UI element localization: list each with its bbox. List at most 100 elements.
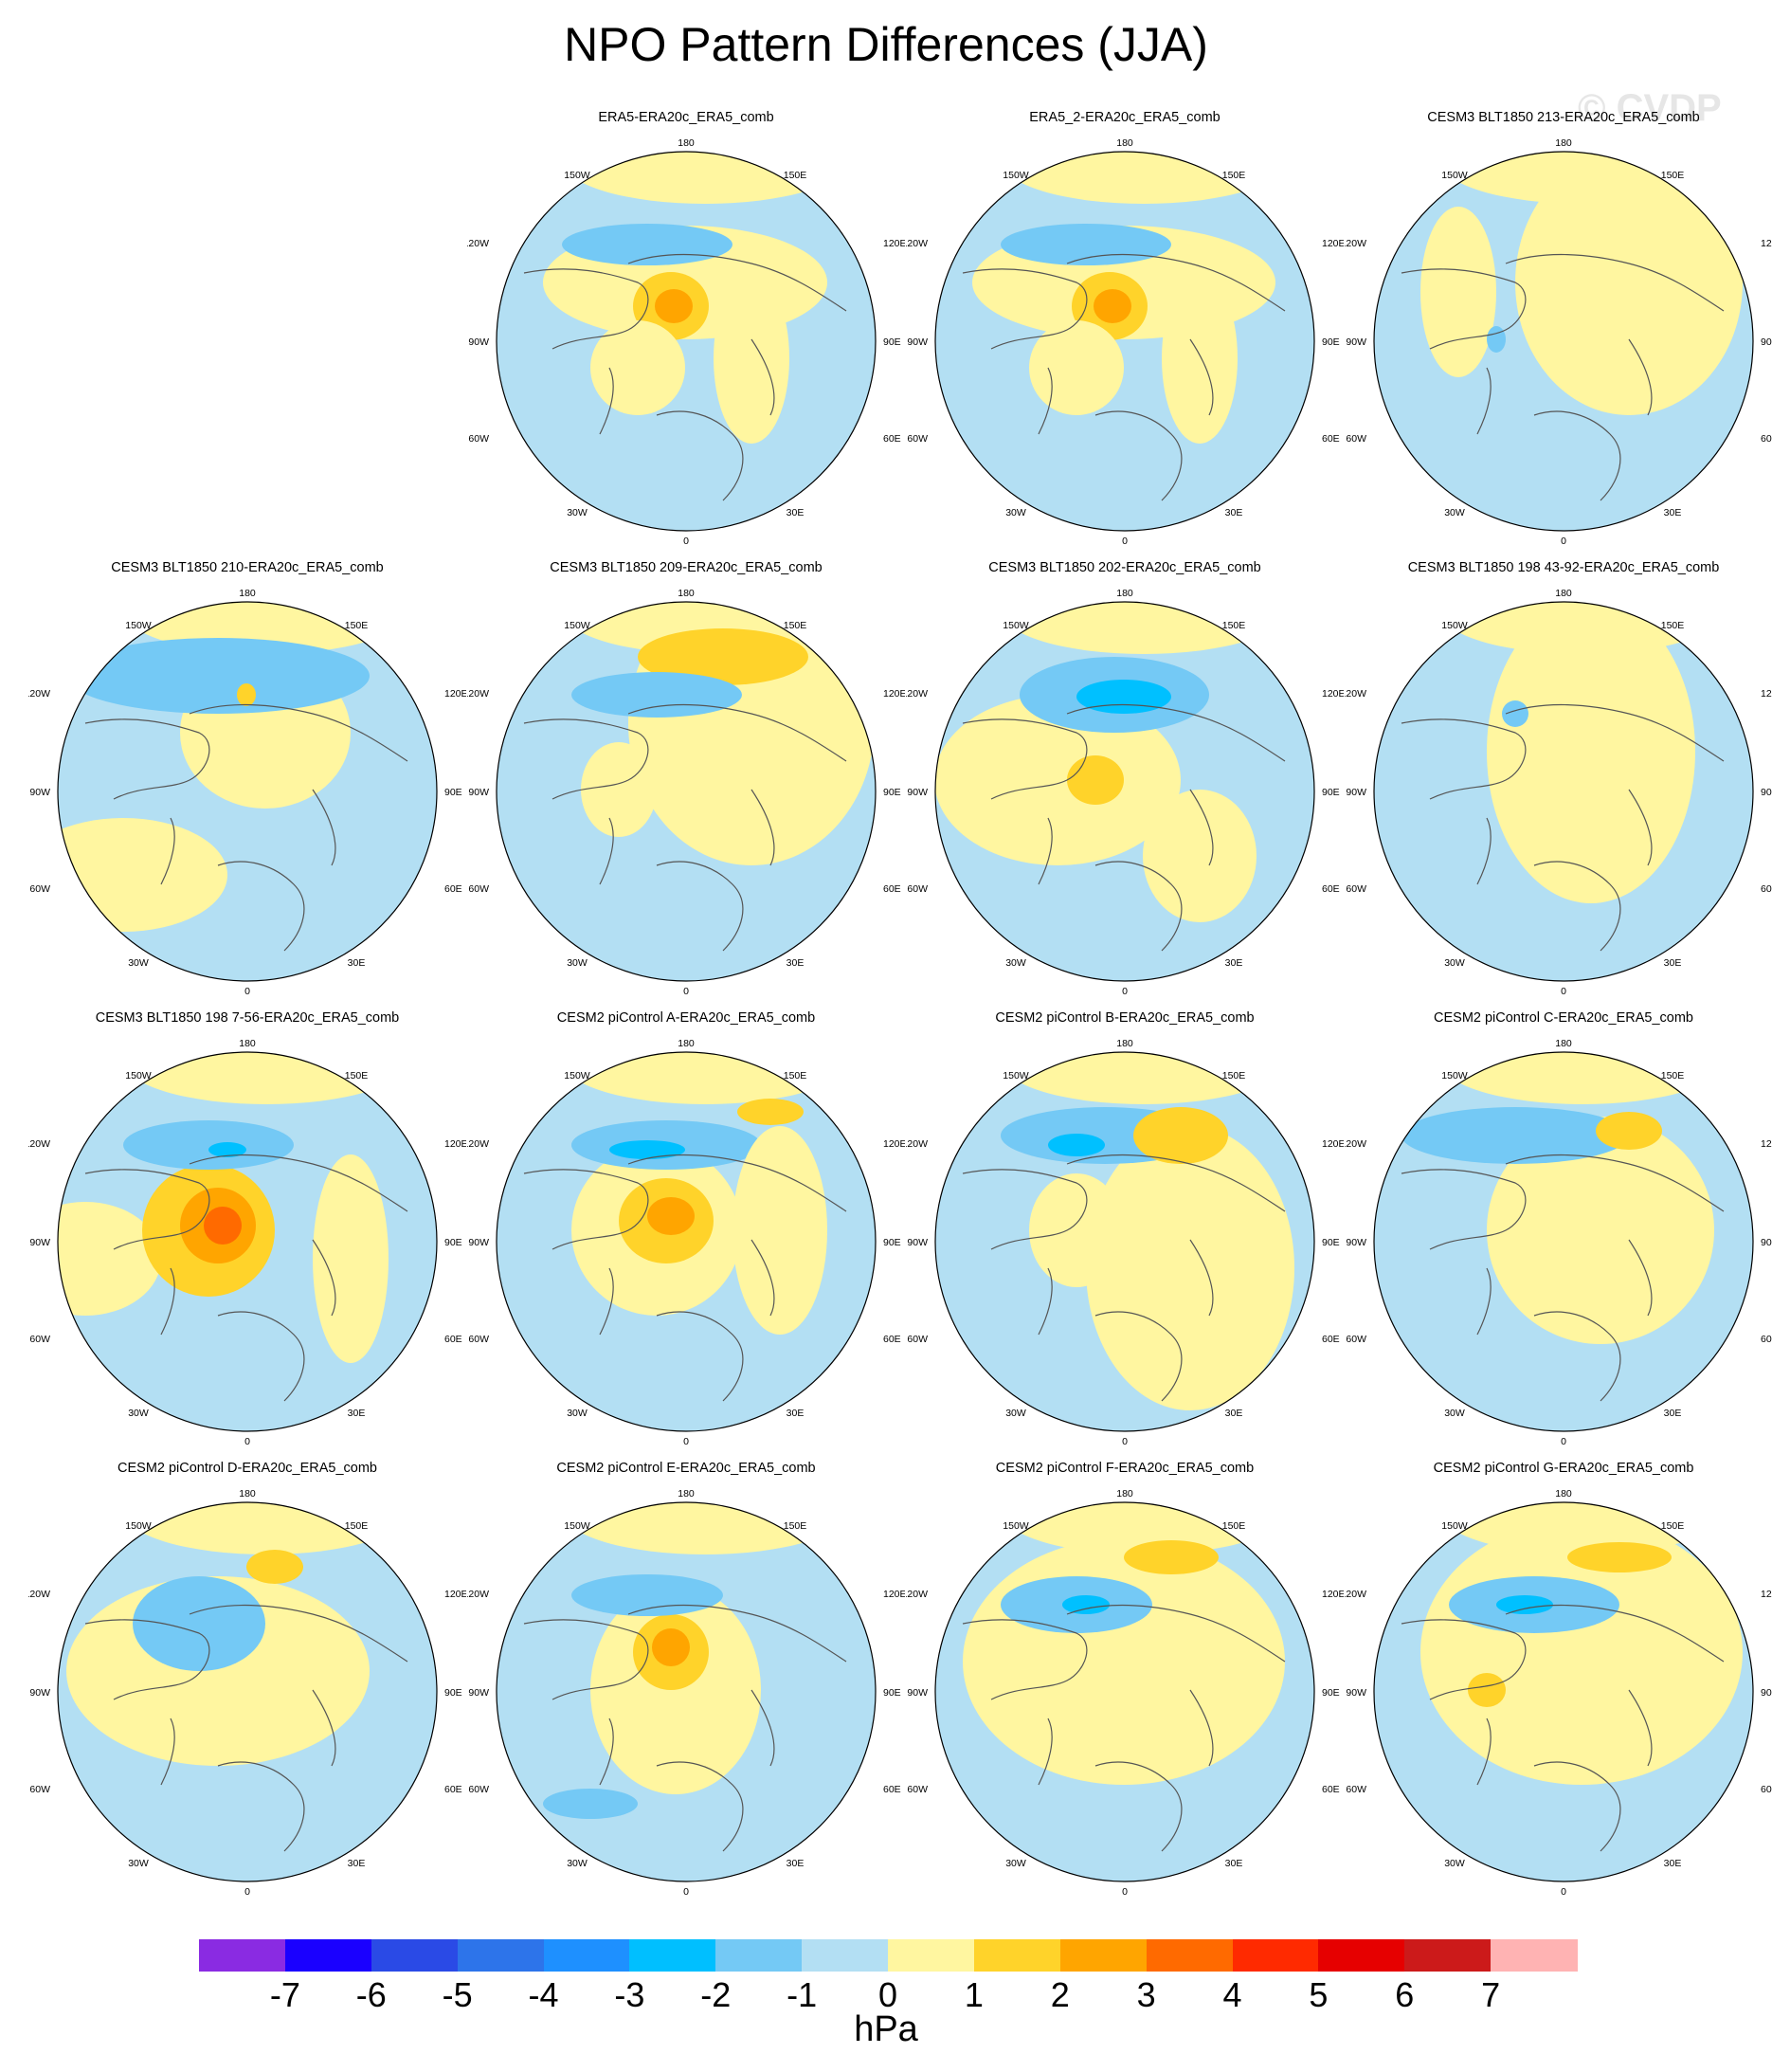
- longitude-label: 30W: [567, 957, 588, 969]
- colorbar-tick-label: 6: [1395, 1975, 1415, 2014]
- map-border: [934, 1501, 1315, 1882]
- longitude-label: 60E: [883, 883, 901, 895]
- polar-map: 180 150W 150E 120W 120E 90W 90E 60W 60E 30W 30E 0: [28, 1038, 466, 1447]
- anomaly-region: [638, 628, 808, 685]
- colorbar-tick-label: -6: [355, 1975, 387, 2014]
- longitude-label: 120E: [1761, 688, 1772, 700]
- panel-title: CESM2 piControl B-ERA20c_ERA5_comb: [995, 1010, 1255, 1026]
- longitude-label: 120W: [906, 1589, 928, 1600]
- panel-title: CESM2 piControl F-ERA20c_ERA5_comb: [995, 1461, 1255, 1476]
- longitude-label: 150E: [345, 620, 369, 631]
- longitude-label: 90E: [883, 1237, 901, 1248]
- longitude-label: 150W: [564, 1520, 590, 1532]
- longitude-label: 30E: [1664, 1858, 1682, 1869]
- anomaly-region: [313, 1154, 389, 1363]
- colorbar-tick-label: -3: [614, 1975, 645, 2014]
- longitude-label: 60E: [1322, 1334, 1340, 1345]
- anomaly-region: [1067, 755, 1124, 805]
- longitude-label: 0: [683, 536, 689, 547]
- map-background: [497, 152, 876, 531]
- watermark: © CVDP: [1578, 87, 1722, 129]
- longitude-label: 30E: [348, 1858, 366, 1869]
- anomaly-region: [1002, 1502, 1286, 1554]
- longitude-label: 0: [1122, 536, 1128, 547]
- longitude-label: 60E: [444, 883, 462, 895]
- longitude-label: 180: [678, 137, 695, 149]
- longitude-label: 120E: [1322, 1138, 1344, 1150]
- longitude-label: 60W: [1346, 883, 1366, 895]
- colorbar-tick-label: -4: [528, 1975, 559, 2014]
- longitude-label: 30E: [1225, 1858, 1243, 1869]
- map-border: [496, 1051, 877, 1432]
- coastline: [962, 1604, 1286, 1852]
- anomaly-region: [1502, 700, 1528, 727]
- colorbar-tick-label: 1: [964, 1975, 984, 2014]
- longitude-label: 180: [678, 1488, 695, 1499]
- longitude-label: 120E: [1761, 1589, 1772, 1600]
- anomaly-region: [133, 1576, 265, 1671]
- anomaly-region: [1048, 1134, 1105, 1156]
- longitude-label: 60W: [29, 1334, 50, 1345]
- longitude-label: 150W: [1441, 1070, 1468, 1081]
- longitude-label: 30W: [128, 1408, 149, 1419]
- longitude-label: 120W: [1345, 688, 1366, 700]
- coastline: [962, 253, 1286, 501]
- map-border: [57, 1501, 438, 1882]
- longitude-label: 60E: [883, 433, 901, 445]
- map-panel: CESM3 BLT1850 198 43-92-ERA20c_ERA5_comb…: [1345, 560, 1772, 1009]
- map-panel: CESM2 piControl E-ERA20c_ERA5_comb 180 150…: [467, 1461, 905, 1910]
- coastline: [1401, 253, 1725, 501]
- longitude-label: 60E: [1761, 1334, 1772, 1345]
- longitude-label: 150E: [1661, 170, 1685, 181]
- anomaly-region: [1086, 1126, 1294, 1410]
- page-title: NPO Pattern Differences (JJA): [564, 18, 1208, 71]
- map-border: [1373, 151, 1754, 532]
- longitude-label: 30E: [1664, 957, 1682, 969]
- polar-map: 180 150W 150E 120W 120E 90W 90E 60W 60E 30W 30E 0: [1345, 588, 1772, 997]
- longitude-label: 90E: [883, 1687, 901, 1699]
- colorbar-swatch: [1404, 1939, 1492, 1972]
- map-border: [496, 151, 877, 532]
- longitude-label: 120W: [1345, 1589, 1366, 1600]
- anomaly-region: [1401, 1107, 1629, 1164]
- anomaly-region: [1002, 152, 1286, 204]
- polar-map: 180 150W 150E 120W 120E 90W 90E 60W 60E 30W 30E 0: [906, 1488, 1344, 1898]
- longitude-label: 60E: [444, 1334, 462, 1345]
- colorbar-tick-label: 4: [1222, 1975, 1242, 2014]
- longitude-label: 150E: [784, 620, 807, 631]
- anomaly-region: [1133, 1107, 1228, 1164]
- coastline: [962, 1154, 1286, 1402]
- anomaly-region: [737, 1099, 804, 1125]
- longitude-label: 60W: [29, 883, 50, 895]
- longitude-label: 150E: [784, 1520, 807, 1532]
- longitude-label: 30E: [1225, 1408, 1243, 1419]
- longitude-label: 30E: [348, 1408, 366, 1419]
- longitude-label: 90W: [29, 787, 50, 798]
- anomaly-region: [1029, 320, 1124, 415]
- anomaly-region: [628, 602, 875, 865]
- anomaly-region: [935, 695, 1181, 865]
- longitude-label: 120W: [28, 688, 50, 700]
- longitude-label: 0: [1122, 1436, 1128, 1447]
- coastline: [1401, 1154, 1725, 1402]
- anomaly-region: [590, 320, 685, 415]
- colorbar-swatch: [1491, 1939, 1578, 1972]
- anomaly-region: [571, 672, 742, 718]
- anomaly-region: [563, 152, 847, 204]
- longitude-label: 120W: [1345, 1138, 1366, 1150]
- colorbar-tick-label: -2: [700, 1975, 732, 2014]
- colorbar-swatch: [1232, 1939, 1319, 1972]
- coastline: [1401, 1604, 1725, 1852]
- map-border: [57, 601, 438, 982]
- longitude-label: 120W: [906, 238, 928, 249]
- anomaly-region: [1076, 680, 1171, 714]
- longitude-label: 180: [1555, 1038, 1572, 1049]
- map-panel: CESM2 piControl B-ERA20c_ERA5_comb 180 150…: [906, 1010, 1344, 1460]
- map-panel: CESM2 piControl G-ERA20c_ERA5_comb 180 150…: [1345, 1461, 1772, 1910]
- panel-title: ERA5_2-ERA20c_ERA5_comb: [1029, 110, 1221, 125]
- longitude-label: 120E: [883, 1138, 905, 1150]
- longitude-label: 120W: [467, 688, 489, 700]
- colorbar-swatch: [802, 1939, 889, 1972]
- longitude-label: 90E: [1322, 336, 1340, 348]
- longitude-label: 120W: [467, 1138, 489, 1150]
